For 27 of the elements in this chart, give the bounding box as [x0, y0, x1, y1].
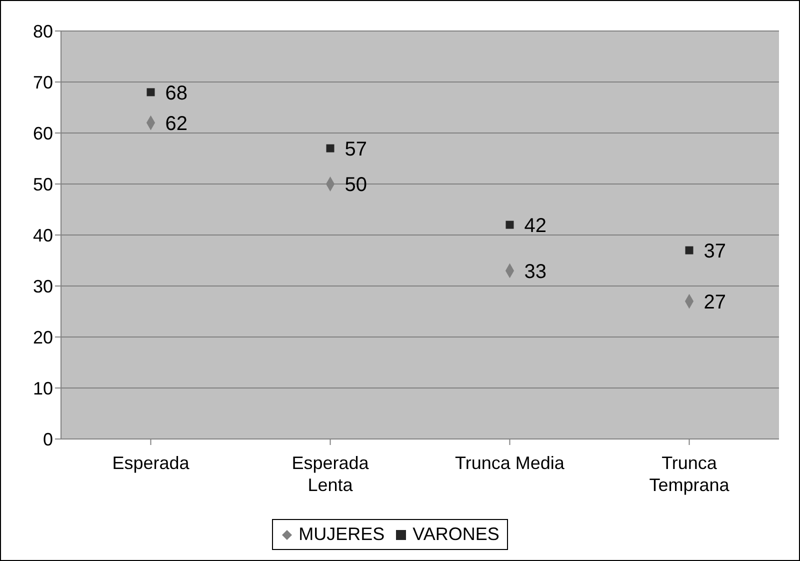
legend-label: VARONES	[412, 524, 500, 545]
data-label: 37	[704, 240, 726, 262]
data-label: 50	[344, 174, 368, 196]
y-tick-label: 40	[32, 225, 53, 246]
point	[685, 246, 694, 254]
data-label: 27	[704, 291, 726, 314]
x-tick-label: Esperada	[112, 453, 190, 473]
point	[506, 220, 514, 229]
data-label: 68	[165, 82, 188, 104]
y-tick-label: 70	[32, 72, 53, 92]
data-label: 57	[344, 138, 368, 160]
x-tick-label: Trunca Media	[455, 453, 566, 473]
y-tick-label: 20	[32, 327, 53, 348]
y-tick-label: 10	[32, 378, 53, 398]
y-tick-label: 80	[32, 21, 53, 42]
y-tick-label: 0	[42, 429, 53, 450]
point	[146, 88, 155, 96]
point	[326, 144, 334, 152]
y-tick-label: 30	[32, 276, 53, 296]
x-tick-label: Trunca Temprana	[649, 453, 730, 495]
data-label: 33	[524, 260, 547, 283]
data-label: 62	[165, 112, 188, 135]
y-tick-label: 60	[32, 123, 53, 144]
data-label: 42	[524, 214, 547, 237]
y-tick-label: 50	[32, 174, 53, 194]
legend-label: MUJERES	[298, 524, 385, 545]
x-tick-label: Esperada Lenta	[292, 453, 370, 495]
